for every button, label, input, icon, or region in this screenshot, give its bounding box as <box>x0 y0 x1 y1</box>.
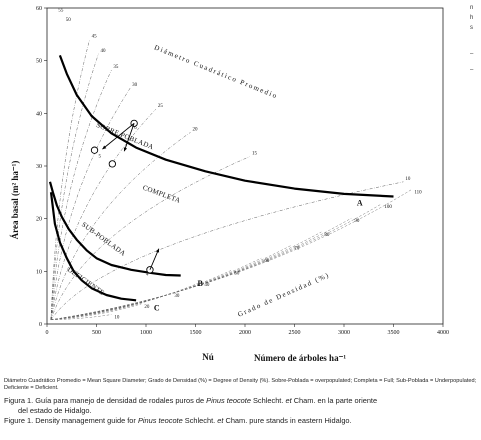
diameter-line-label: 40 <box>100 49 106 54</box>
density-line <box>50 314 112 321</box>
density-edge-label: 90 <box>354 219 360 224</box>
annotation-label: 4 <box>146 273 149 278</box>
y-tick-label: 10 <box>36 269 42 275</box>
annotation-arrowhead <box>102 145 107 150</box>
caption-en-mid: Schlecht. <box>182 415 218 425</box>
x-axis-prefix: Nú <box>202 352 214 362</box>
caption-en-prefix: Figure 1. Density management guide for <box>4 415 138 425</box>
diameter-line <box>50 39 90 320</box>
diameter-line-label: 45 <box>92 35 98 40</box>
diameter-line-label: 25 <box>158 104 164 109</box>
x-axis-title: Número de árboles ha⁻¹ <box>254 353 346 363</box>
annotation-label: 6 <box>134 126 137 131</box>
curve-c <box>49 192 137 302</box>
diameter-line <box>50 69 112 320</box>
density-edge-label: 10 <box>114 316 120 321</box>
x-tick-label: 0 <box>46 330 49 336</box>
annotation-arrowhead <box>155 248 160 253</box>
diameter-line-label: 30 <box>132 83 138 88</box>
diameter-line-label: 20 <box>193 127 199 132</box>
annotation-arrow <box>149 248 160 270</box>
annotation-arrowhead <box>123 147 128 152</box>
diameter-line-label: 50 <box>66 18 72 23</box>
diameter-line <box>50 53 99 320</box>
caption-spanish: Figura 1. Guía para manejo de densidad d… <box>4 396 478 406</box>
y-tick-label: 20 <box>36 217 42 223</box>
density-line <box>50 203 382 321</box>
density-edge-label: 30 <box>174 294 180 299</box>
y-tick-label: 30 <box>36 164 42 170</box>
density-edge-label: 40 <box>204 283 210 288</box>
y-axis-title: Área basal (m² ha⁻¹) <box>10 161 20 240</box>
density-line <box>50 303 142 321</box>
density-line <box>50 281 202 321</box>
diameter-line-label: 35 <box>113 65 119 70</box>
right-margin-marks: n h s – – <box>470 0 481 100</box>
curve-label-b: B <box>197 279 203 288</box>
density-edge-label: 50 <box>234 271 240 276</box>
density-line <box>50 189 412 321</box>
plot-frame <box>46 7 444 325</box>
right-margin-mark: n <box>470 5 474 11</box>
density-management-chart: 0 500 1000 1500 2000 2500 3000 3500 4000 0 10 20 30 4… <box>10 6 449 363</box>
density-line <box>50 292 172 321</box>
annotation-circle <box>90 146 99 154</box>
density-edge-label: 20 <box>144 305 150 310</box>
region-label: SUB-POBLADA <box>80 221 127 258</box>
x-tick-label: 3000 <box>338 330 350 336</box>
curve-a <box>58 55 394 198</box>
density-edge-label: 110 <box>414 191 422 196</box>
caption-es-prefix: Figura 1. Guía para manejo de densidad d… <box>4 395 207 405</box>
diameter-line <box>50 156 250 320</box>
x-tick-label: 4000 <box>437 330 449 336</box>
caption-es-mid: Schlecht. <box>250 395 286 405</box>
density-edge-label: 100 <box>384 205 392 210</box>
curve-label-a: A <box>357 199 363 208</box>
caption-spanish-line2: del estado de Hidalgo. <box>18 405 92 415</box>
x-tick-label: 1000 <box>140 330 152 336</box>
annotation-arrow <box>123 123 135 152</box>
right-margin-mark: – <box>470 51 474 57</box>
figure-caption: Diámetro Cuadrático Promedio = Mean Squa… <box>4 378 478 426</box>
x-tick-label: 2000 <box>239 330 251 336</box>
y-tick-label: 40 <box>36 111 42 117</box>
density-edge-label: 60 <box>264 259 270 264</box>
caption-en-et: et <box>217 415 224 425</box>
caption-es-species: Pinus teocote <box>206 395 251 405</box>
annotation-label: 5 <box>98 155 101 160</box>
diameter-line-label: 55 <box>58 9 64 14</box>
diameter-line <box>50 108 157 320</box>
right-margin-mark: h <box>470 15 474 21</box>
y-tick-label: 60 <box>36 6 42 12</box>
x-tick-label: 3500 <box>388 330 400 336</box>
caption-es-suffix: Cham. en la parte oriente <box>291 395 378 405</box>
y-tick-label: 0 <box>39 322 42 328</box>
caption-es-et: et <box>285 395 292 405</box>
density-edge-label: 70 <box>294 246 300 251</box>
diameter-line <box>50 181 404 320</box>
caption-en-suffix: Cham. pure stands in eastern Hidalgo. <box>223 415 352 425</box>
y-tick-label: 50 <box>36 59 42 65</box>
caption-en-species: Pinus teocote <box>137 415 183 425</box>
density-line <box>50 231 322 321</box>
caption-legend: Diámetro Cuadrático Promedio = Mean Squa… <box>4 378 477 392</box>
x-tick-label: 2500 <box>289 330 301 336</box>
right-margin-mark: – <box>470 67 474 73</box>
annotation-arrow <box>102 122 135 150</box>
region-label: DEFICIENTE <box>66 266 106 297</box>
density-edge-label: 80 <box>324 233 330 238</box>
density-curve-title: Grado de Densidad (%) <box>237 271 332 319</box>
x-tick-label: 500 <box>92 330 101 336</box>
diameter-line-label: 15 <box>252 152 258 157</box>
diameter-line-label: 10 <box>405 177 411 182</box>
caption-english: Figure 1. Density management guide for P… <box>4 416 478 426</box>
annotation-circle <box>108 160 116 168</box>
x-tick-label: 1500 <box>190 330 202 336</box>
right-margin-mark: s <box>470 25 473 31</box>
diameter-curve-title: Diámetro Cuadrático Promedio <box>153 43 279 100</box>
curve-label-c: C <box>154 303 160 312</box>
